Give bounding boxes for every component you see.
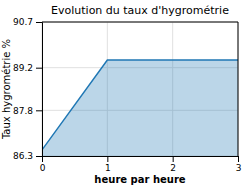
axis-line xyxy=(43,157,239,163)
area xyxy=(42,60,238,156)
line xyxy=(42,60,238,150)
tick-label: 89.2 xyxy=(13,63,33,73)
marks xyxy=(42,60,238,156)
tick-label: 90.7 xyxy=(13,17,33,27)
tick-label: 2 xyxy=(170,163,176,173)
x-axis: 0 1 2 3 xyxy=(40,156,242,173)
tick-mark xyxy=(173,156,174,162)
tick: 86.3 xyxy=(13,151,42,161)
tick: 1 xyxy=(105,156,111,173)
tick-label: 3 xyxy=(236,163,242,173)
tick: 2 xyxy=(170,156,176,173)
y-axis: 86.3 87.8 89.2 90.7 xyxy=(13,17,43,161)
frame xyxy=(238,22,239,156)
tick-label: 87.8 xyxy=(13,106,33,116)
tick-label: 86.3 xyxy=(13,151,33,161)
tick: 90.7 xyxy=(13,17,42,27)
grid-line xyxy=(42,22,238,23)
tick-label: 1 xyxy=(105,163,111,173)
axis-line xyxy=(36,23,43,157)
tick-mark xyxy=(36,68,42,69)
tick-mark xyxy=(238,156,239,162)
chart: 0 1 2 3 86.3 87.8 89.2 90.7 Evolution du taux d'… xyxy=(0,0,250,188)
title: Evolution du taux d'hygrométrie xyxy=(51,4,229,17)
frame xyxy=(42,22,238,23)
plot: 0 1 2 3 86.3 87.8 89.2 90.7 xyxy=(13,17,241,173)
x-axis-title: heure par heure xyxy=(94,174,185,185)
grid-line xyxy=(238,22,239,156)
tick-mark xyxy=(36,22,42,23)
tick-label: 0 xyxy=(40,163,46,173)
grid xyxy=(42,22,238,156)
tick: 87.8 xyxy=(13,106,42,116)
tick: 0 xyxy=(40,156,46,173)
tick: 3 xyxy=(236,156,242,173)
tick-mark xyxy=(36,156,42,157)
tick: 89.2 xyxy=(13,63,42,73)
tick-mark xyxy=(36,110,42,111)
tick-mark xyxy=(107,156,108,162)
y-axis-title: Taux hygrométrie % xyxy=(1,39,12,140)
